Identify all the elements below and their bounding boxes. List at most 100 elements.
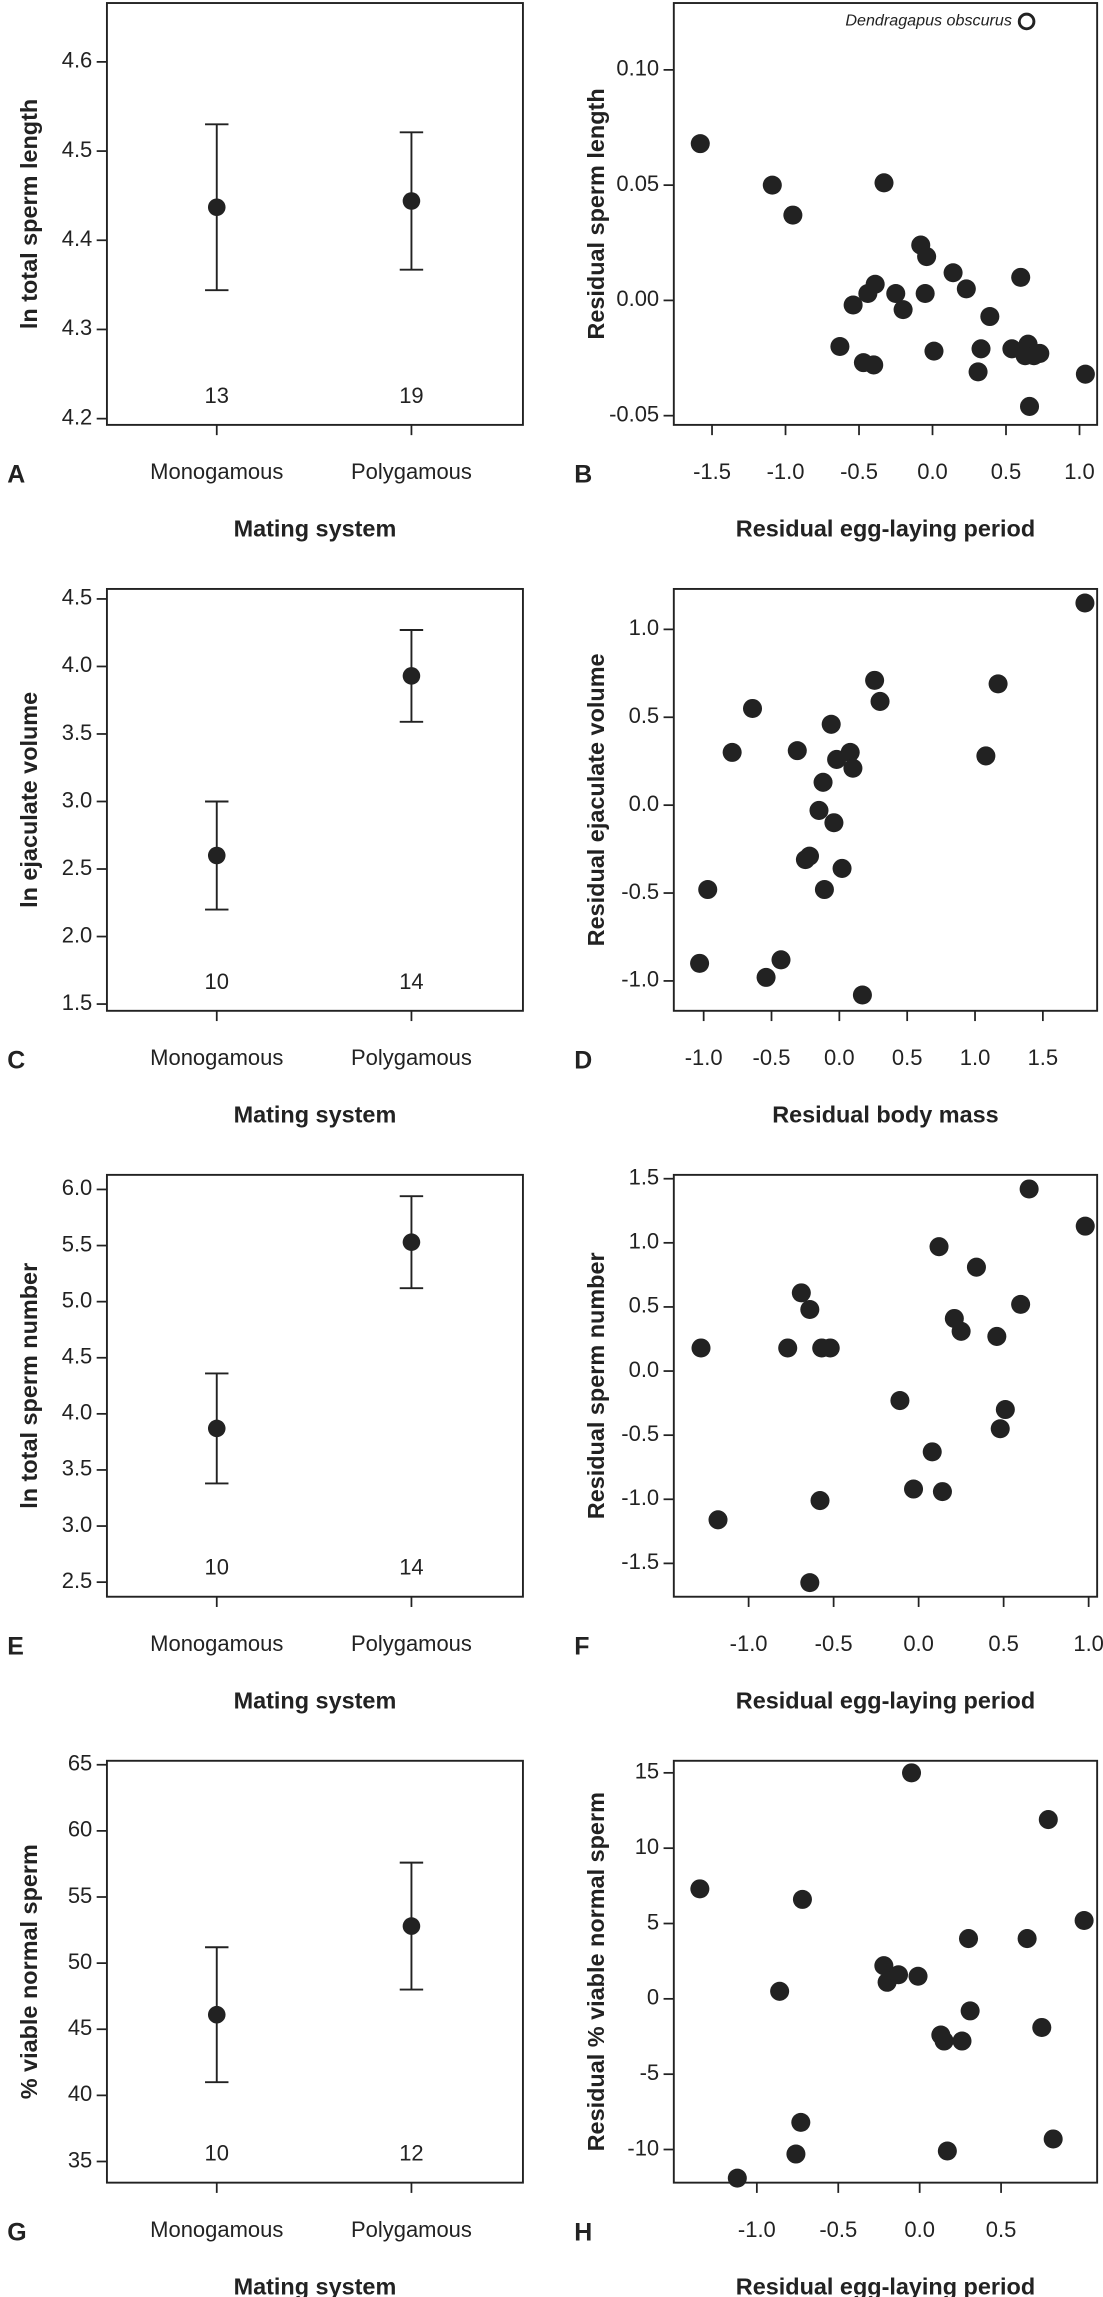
mean-point (207, 2005, 226, 2024)
point (952, 2031, 972, 2051)
x-tick-label: Polygamous (351, 459, 472, 484)
y-tick-label: 0.5 (629, 703, 660, 728)
panel-label: F (574, 1633, 589, 1661)
y-tick-label: 2.5 (62, 1568, 93, 1593)
y-tick-label: 4.5 (62, 137, 93, 162)
mean-point (207, 1419, 226, 1438)
point (951, 1321, 971, 1341)
point (1017, 1929, 1037, 1949)
point (902, 1763, 922, 1783)
y-tick-label: 0.05 (616, 171, 659, 196)
sample-size: 12 (399, 2141, 423, 2166)
y-tick-label: 3.5 (62, 720, 93, 745)
point (791, 2112, 811, 2132)
point (943, 263, 963, 283)
point (786, 2144, 806, 2164)
y-tick-label: 55 (68, 1883, 92, 1908)
point (934, 2031, 954, 2051)
point (821, 714, 841, 734)
point (852, 985, 872, 1005)
point (814, 880, 834, 900)
plot-frame (105, 1759, 524, 2184)
panel-label: G (7, 2219, 26, 2247)
y-tick-label: -10 (627, 2135, 659, 2160)
y-tick-label: 3.0 (62, 1512, 93, 1537)
y-tick-label: 1.0 (629, 1229, 660, 1254)
point (1030, 343, 1050, 363)
sample-size: 10 (205, 969, 229, 994)
panel-label: C (7, 1047, 25, 1075)
point (800, 1299, 820, 1320)
panel-label: A (7, 461, 25, 489)
x-tick-label: 1.0 (1073, 1631, 1103, 1656)
point (987, 1326, 1007, 1346)
mean-point (402, 667, 421, 685)
point (980, 307, 1000, 327)
point (1074, 1910, 1094, 1931)
point (865, 670, 885, 690)
y-tick-label: -0.5 (621, 1421, 659, 1446)
panel-label: H (574, 2219, 592, 2247)
y-axis-title: Residual ejaculate volume (583, 653, 609, 946)
panel-label: B (574, 461, 592, 489)
outlier-point (1017, 12, 1036, 31)
plot-frame (672, 1173, 1099, 1598)
y-tick-label: 1.5 (629, 1165, 660, 1190)
y-tick-label: 3.5 (62, 1456, 93, 1481)
panel-label: E (7, 1633, 24, 1661)
point (922, 1442, 942, 1462)
point (1043, 2129, 1063, 2149)
point (1038, 1810, 1058, 1830)
point (915, 283, 935, 304)
point (771, 950, 791, 970)
point (917, 247, 937, 267)
x-tick-label: 0.0 (917, 459, 948, 484)
point (1075, 1216, 1095, 1236)
x-tick-label: 0.0 (903, 1631, 934, 1656)
x-axis-title: Residual body mass (772, 1101, 999, 1127)
x-axis-title: Mating system (234, 2273, 397, 2297)
x-tick-label: 1.0 (1064, 459, 1095, 484)
y-tick-label: 1.0 (629, 615, 660, 640)
point (791, 1283, 811, 1303)
point (958, 1929, 979, 1949)
x-axis-title: Mating system (234, 516, 397, 542)
point (874, 173, 894, 193)
x-axis-title: Residual egg-laying period (736, 1687, 1035, 1713)
y-axis-title: Residual % viable normal sperm (583, 1792, 609, 2151)
y-tick-label: 5 (647, 1909, 659, 1934)
point (888, 1965, 909, 1985)
mean-point (402, 192, 421, 210)
y-tick-label: 35 (68, 2147, 92, 2172)
point (988, 674, 1008, 694)
y-tick-label: 4.6 (62, 48, 93, 73)
sample-size: 14 (399, 969, 423, 994)
point (809, 800, 829, 820)
x-tick-label: Monogamous (150, 1045, 283, 1070)
y-tick-label: 60 (68, 1817, 92, 1842)
point (976, 746, 996, 766)
point (904, 1479, 924, 1499)
point (840, 742, 860, 762)
point (813, 772, 833, 792)
panel-label: D (574, 1047, 592, 1075)
y-tick-label: 0.5 (629, 1293, 660, 1318)
y-tick-label: 6.0 (62, 1175, 93, 1200)
x-tick-label: Polygamous (351, 1045, 472, 1070)
point (1019, 1179, 1039, 1199)
y-tick-label: 0.00 (616, 286, 659, 311)
x-tick-label: Polygamous (351, 2217, 472, 2242)
y-tick-label: 45 (68, 2015, 92, 2040)
point (956, 279, 976, 299)
x-tick-label: 0.5 (991, 459, 1022, 484)
x-tick-label: -0.5 (819, 2217, 857, 2242)
point (1075, 364, 1095, 384)
point (971, 339, 991, 359)
point (990, 1419, 1010, 1439)
x-tick-label: -1.0 (738, 2217, 776, 2242)
x-axis-title: Residual egg-laying period (736, 516, 1035, 542)
x-tick-label: -1.0 (730, 1631, 768, 1656)
point (783, 205, 803, 225)
x-tick-label: -0.5 (753, 1045, 791, 1070)
